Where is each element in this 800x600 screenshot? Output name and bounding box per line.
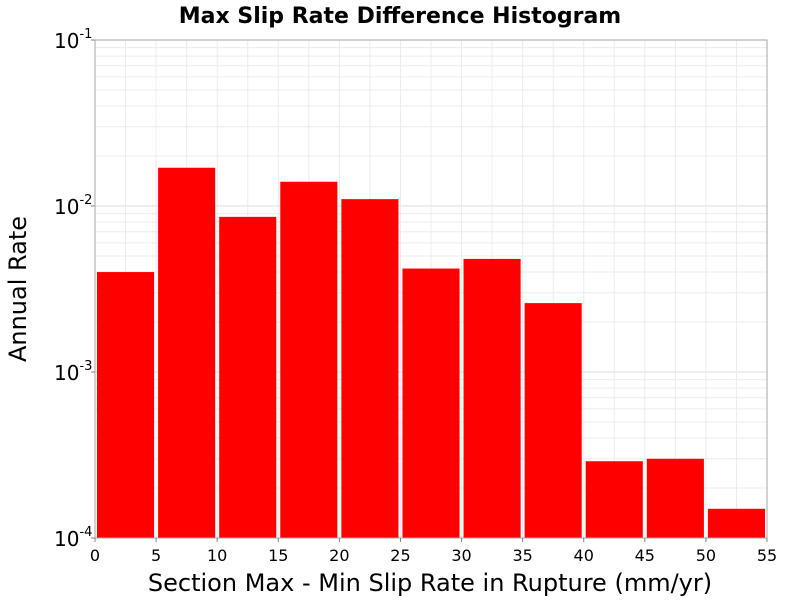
- x-tick-label: 35: [512, 546, 532, 565]
- histogram-bar: [219, 216, 277, 538]
- x-tick-label: 0: [90, 546, 100, 565]
- x-tick-label: 15: [268, 546, 288, 565]
- x-tick-label: 55: [757, 546, 777, 565]
- x-tick-label: 40: [574, 546, 594, 565]
- x-tick-label: 5: [151, 546, 161, 565]
- histogram-bar: [280, 181, 338, 539]
- y-axis-label: Annual Rate: [4, 216, 32, 362]
- x-tick-label: 45: [635, 546, 655, 565]
- histogram-bar: [585, 461, 643, 538]
- plot-area-border: [94, 39, 768, 539]
- histogram-bar: [402, 268, 460, 538]
- histogram-bar: [524, 303, 582, 538]
- y-tick-label: 10-2: [54, 193, 92, 219]
- x-axis-ticks: 0 5 10 15 20 25 30 35 40 45 50 55: [90, 538, 777, 565]
- y-tick-label: 10-1: [54, 27, 92, 53]
- x-axis-label: Section Max - Min Slip Rate in Rupture (…: [148, 569, 712, 597]
- histogram-bar: [707, 508, 765, 538]
- histogram-bar: [97, 272, 155, 538]
- y-tick-label: 10-4: [54, 525, 92, 551]
- x-tick-label: 25: [390, 546, 410, 565]
- histogram-bar: [341, 199, 399, 538]
- x-tick-label: 30: [451, 546, 471, 565]
- bars: [97, 167, 765, 539]
- x-tick-label: 10: [207, 546, 227, 565]
- x-tick-label: 50: [696, 546, 716, 565]
- y-axis-ticks: 10-4 10-3 10-2 10-1: [54, 27, 95, 551]
- histogram-bar: [158, 167, 216, 538]
- histogram-bar: [463, 258, 521, 538]
- x-tick-label: 20: [329, 546, 349, 565]
- chart-title: Max Slip Rate Difference Histogram: [179, 4, 621, 29]
- y-tick-label: 10-3: [54, 359, 92, 385]
- histogram-bar: [646, 458, 704, 538]
